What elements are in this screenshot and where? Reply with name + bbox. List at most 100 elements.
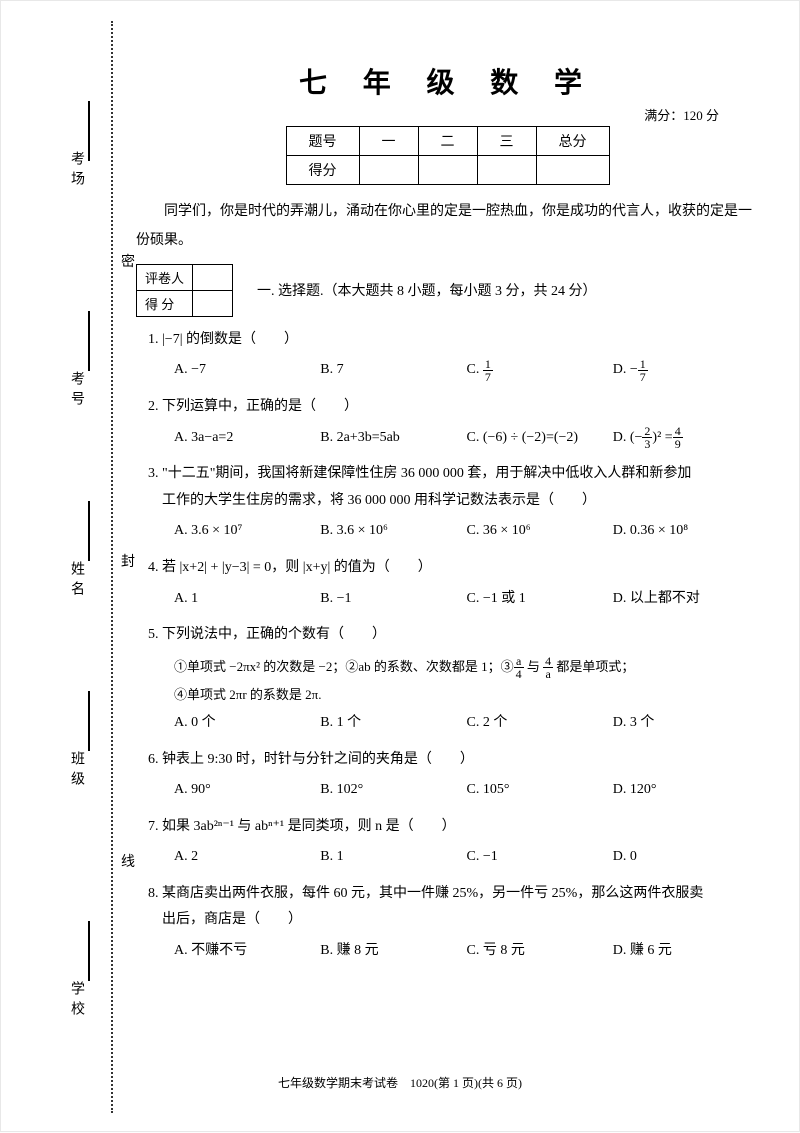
margin-line (88, 691, 90, 751)
options: A. 不赚不亏 B. 赚 8 元 C. 亏 8 元 D. 赚 6 元 (148, 938, 759, 965)
option-b: B. 1 个 (320, 710, 466, 737)
cell: 得分 (286, 156, 359, 185)
text-line: 出后，商店是（ ） (148, 912, 302, 927)
page-footer: 七年级数学期末考试卷 1020(第 1 页)(共 6 页) (1, 1074, 799, 1091)
label: D. − (613, 362, 638, 377)
option-b: B. 1 (320, 844, 466, 871)
option-c: C. 17 (467, 357, 613, 384)
label: )² = (652, 430, 672, 445)
option-b: B. 102° (320, 777, 466, 804)
question-5: 5. 下列说法中，正确的个数有（ ） ①单项式 −2πx² 的次数是 −2；②a… (148, 622, 759, 736)
fold-line (111, 21, 113, 1113)
label: D. (− (613, 430, 643, 445)
text: 与 (524, 659, 544, 674)
question-7: 7. 如果 3ab²ⁿ⁻¹ 与 abⁿ⁺¹ 是同类项，则 n 是（ ） A. 2… (148, 814, 759, 871)
margin-line (88, 311, 90, 371)
fraction: 17 (638, 358, 648, 383)
question-text: 1. |−7| 的倒数是（ ） (148, 327, 759, 354)
fraction: 49 (673, 425, 683, 450)
question-text: 4. 若 |x+2| + |y−3| = 0，则 |x+y| 的值为（ ） (148, 555, 759, 582)
option-d: D. 0 (613, 844, 759, 871)
options: A. 1 B. −1 C. −1 或 1 D. 以上都不对 (148, 586, 759, 613)
cell (477, 156, 536, 185)
text: ①单项式 −2πx² 的次数是 −2；②ab 的系数、次数都是 1；③ (174, 659, 514, 674)
question-text: 8. 某商店卖出两件衣服，每件 60 元，其中一件赚 25%，另一件亏 25%，… (148, 881, 759, 934)
margin-label-class: 班级 (66, 751, 86, 791)
option-a: A. 2 (174, 844, 320, 871)
binding-margin: 考场 考号 姓名 班级 学校 密 封 线 (26, 1, 126, 1133)
option-c: C. 36 × 10⁶ (467, 518, 613, 545)
options: A. −7 B. 7 C. 17 D. −17 (148, 357, 759, 384)
margin-label-room: 考场 (66, 151, 86, 191)
option-c: C. 亏 8 元 (467, 938, 613, 965)
fraction: 4a (543, 655, 553, 680)
question-6: 6. 钟表上 9:30 时，时针与分针之间的夹角是（ ） A. 90° B. 1… (148, 747, 759, 804)
option-a: A. 不赚不亏 (174, 938, 320, 965)
margin-label-examno: 考号 (66, 371, 86, 411)
option-b: B. 赚 8 元 (320, 938, 466, 965)
options: A. 2 B. 1 C. −1 D. 0 (148, 844, 759, 871)
option-d: D. −17 (613, 357, 759, 384)
question-2: 2. 下列运算中，正确的是（ ） A. 3a−a=2 B. 2a+3b=5ab … (148, 394, 759, 451)
text: ④单项式 2πr 的系数是 2π. (174, 687, 321, 702)
fraction: 17 (483, 358, 493, 383)
option-a: A. 1 (174, 586, 320, 613)
option-d: D. (−23)² =49 (613, 425, 759, 452)
option-a: A. −7 (174, 357, 320, 384)
question-text: 6. 钟表上 9:30 时，时针与分针之间的夹角是（ ） (148, 747, 759, 774)
fraction: a4 (514, 655, 524, 680)
grader-block: 评卷人 得 分 一. 选择题.（本大题共 8 小题，每小题 3 分，共 24 分… (136, 264, 759, 317)
content-area: 七 年 级 数 学 满分：120 分 题号 一 二 三 总分 得分 同学们，你是… (136, 61, 759, 971)
cell: 二 (418, 127, 477, 156)
intro-text: 同学们，你是时代的弄潮儿，涌动在你心里的定是一腔热血，你是成功的代言人，收获的定… (136, 197, 759, 256)
option-c: C. −1 或 1 (467, 586, 613, 613)
cell (193, 264, 233, 290)
option-d: D. 以上都不对 (613, 586, 759, 613)
option-d: D. 0.36 × 10⁸ (613, 518, 759, 545)
cell (418, 156, 477, 185)
option-c: C. −1 (467, 844, 613, 871)
label: C. (467, 362, 483, 377)
option-a: A. 0 个 (174, 710, 320, 737)
cell: 题号 (286, 127, 359, 156)
option-b: B. −1 (320, 586, 466, 613)
option-c: C. 2 个 (467, 710, 613, 737)
seal-char-feng: 封 (121, 551, 135, 571)
grader-table: 评卷人 得 分 (136, 264, 233, 317)
question-8: 8. 某商店卖出两件衣服，每件 60 元，其中一件赚 25%，另一件亏 25%，… (148, 881, 759, 965)
question-text: 5. 下列说法中，正确的个数有（ ） (148, 622, 759, 649)
question-text: 7. 如果 3ab²ⁿ⁻¹ 与 abⁿ⁺¹ 是同类项，则 n 是（ ） (148, 814, 759, 841)
seal-char-xian: 线 (121, 851, 135, 871)
text: 都是单项式； (553, 659, 634, 674)
question-text: 2. 下列运算中，正确的是（ ） (148, 394, 759, 421)
cell (193, 290, 233, 316)
question-3: 3. "十二五"期间，我国将新建保障性住房 36 000 000 套，用于解决中… (148, 461, 759, 545)
option-b: B. 7 (320, 357, 466, 384)
question-4: 4. 若 |x+2| + |y−3| = 0，则 |x+y| 的值为（ ） A.… (148, 555, 759, 612)
options: A. 3a−a=2 B. 2a+3b=5ab C. (−6) ÷ (−2)=(−… (148, 425, 759, 452)
margin-line (88, 101, 90, 161)
option-a: A. 90° (174, 777, 320, 804)
cell: 评卷人 (137, 264, 193, 290)
cell: 得 分 (137, 290, 193, 316)
question-1: 1. |−7| 的倒数是（ ） A. −7 B. 7 C. 17 D. −17 (148, 327, 759, 384)
text-line: 工作的大学生住房的需求，将 36 000 000 用科学记数法表示是（ ） (148, 493, 596, 508)
margin-line (88, 921, 90, 981)
option-a: A. 3a−a=2 (174, 425, 320, 452)
option-b: B. 3.6 × 10⁶ (320, 518, 466, 545)
cell: 总分 (536, 127, 609, 156)
margin-line (88, 501, 90, 561)
seal-char-mi: 密 (121, 251, 135, 271)
option-d: D. 120° (613, 777, 759, 804)
table-row: 得分 (286, 156, 609, 185)
question-text: 3. "十二五"期间，我国将新建保障性住房 36 000 000 套，用于解决中… (148, 461, 759, 514)
options: A. 0 个 B. 1 个 C. 2 个 D. 3 个 (148, 710, 759, 737)
text-line: 3. "十二五"期间，我国将新建保障性住房 36 000 000 套，用于解决中… (148, 466, 691, 481)
cell: 一 (359, 127, 418, 156)
options: A. 3.6 × 10⁷ B. 3.6 × 10⁶ C. 36 × 10⁶ D.… (148, 518, 759, 545)
cell (536, 156, 609, 185)
exam-title: 七 年 级 数 学 (136, 61, 759, 101)
section-1-title: 一. 选择题.（本大题共 8 小题，每小题 3 分，共 24 分） (257, 280, 597, 300)
score-summary-table: 题号 一 二 三 总分 得分 (286, 126, 610, 185)
margin-label-name: 姓名 (66, 561, 86, 601)
